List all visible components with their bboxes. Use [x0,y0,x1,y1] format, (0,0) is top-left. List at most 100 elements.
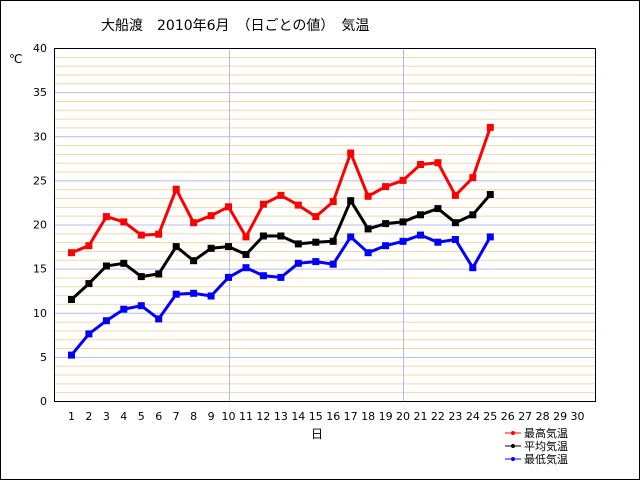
y-tick-label: 20 [33,219,47,232]
data-point [242,233,250,241]
data-point [137,273,145,281]
plot-border [54,48,596,402]
x-tick-label: 23 [448,410,462,423]
x-tick-label: 11 [239,410,253,423]
data-point [382,183,390,191]
data-point [259,232,267,240]
x-tick-label: 27 [518,410,532,423]
data-point [207,212,215,220]
x-tick-label: 1 [68,410,75,423]
grid [54,48,596,402]
legend-marker [511,431,515,435]
series-lines [68,123,494,359]
y-tick-label: 0 [40,395,47,408]
data-point [137,231,145,239]
data-point [347,233,355,241]
data-point [85,330,93,338]
legend-entry: 最高気温 [524,426,568,440]
data-point [190,219,198,227]
data-point [102,213,110,221]
data-point [172,290,180,298]
x-tick-label: 4 [120,410,127,423]
data-point [277,232,285,240]
x-tick-label: 16 [326,410,340,423]
data-point [469,174,477,182]
data-point [137,302,145,310]
data-point [242,251,250,258]
data-point [417,161,424,168]
data-point [486,191,494,198]
x-tick-label: 14 [291,410,305,423]
x-tick-label: 25 [483,410,497,423]
x-tick-label: 19 [379,410,393,423]
data-point [68,249,75,257]
x-tick-label: 21 [413,410,427,423]
data-point [259,200,267,208]
data-point [190,289,198,297]
y-tick-label: 30 [33,130,47,143]
data-point [329,260,337,268]
data-point [364,225,372,233]
data-point [102,317,110,325]
legend-marker [511,444,515,448]
data-point [85,242,93,250]
data-point [434,159,442,167]
data-point [434,205,442,213]
data-point [469,211,477,219]
x-tick-label: 26 [501,410,515,423]
y-tick-labels: 0 5 10 15 20 25 30 35 40 [33,42,47,408]
x-tick-label: 15 [309,410,323,423]
data-point [451,219,459,227]
data-point [434,238,442,246]
chart-title: 大船渡 2010年6月 （日ごとの値） 気温 [101,18,369,34]
y-tick-label: 15 [33,263,47,276]
x-tick-label: 3 [103,410,110,423]
data-point [277,191,285,199]
y-tick-label: 10 [33,307,47,320]
data-point [399,218,407,226]
data-point [399,176,407,184]
data-point [277,273,285,281]
data-point [417,231,424,239]
x-tick-label: 22 [431,410,445,423]
data-point [242,264,250,272]
data-point [85,280,93,288]
data-point [347,149,355,157]
data-point [364,249,372,257]
data-point [225,203,232,211]
data-point [172,243,180,251]
x-tick-labels: 1 2 3 4 5 6 7 8 9 10 11 12 13 14 15 16 17 18 19 20 21 22 23 24 2… [68,410,585,423]
data-point [68,296,75,303]
data-point [190,257,198,265]
data-point [399,237,407,245]
data-point [155,270,163,278]
data-point [329,237,337,245]
y-tick-label: 25 [33,174,47,187]
x-axis-label: 日 [311,427,323,441]
data-point [225,243,232,251]
legend-marker [511,457,515,461]
data-point [451,191,459,199]
data-point [294,240,302,248]
x-tick-label: 24 [466,410,480,423]
data-point [155,230,163,238]
y-tick-label: 40 [33,42,47,55]
data-point [120,218,128,226]
data-point [172,185,180,193]
x-tick-label: 12 [256,410,270,423]
data-point [294,201,302,209]
data-point [259,272,267,280]
x-tick-label: 7 [173,410,180,423]
x-tick-label: 20 [396,410,410,423]
data-point [347,197,355,205]
data-point [312,213,320,221]
data-point [68,351,75,359]
data-point [225,273,232,281]
data-point [382,242,390,250]
x-tick-label: 28 [536,410,550,423]
data-point [102,262,110,270]
data-point [451,236,459,243]
x-tick-label: 13 [274,410,288,423]
